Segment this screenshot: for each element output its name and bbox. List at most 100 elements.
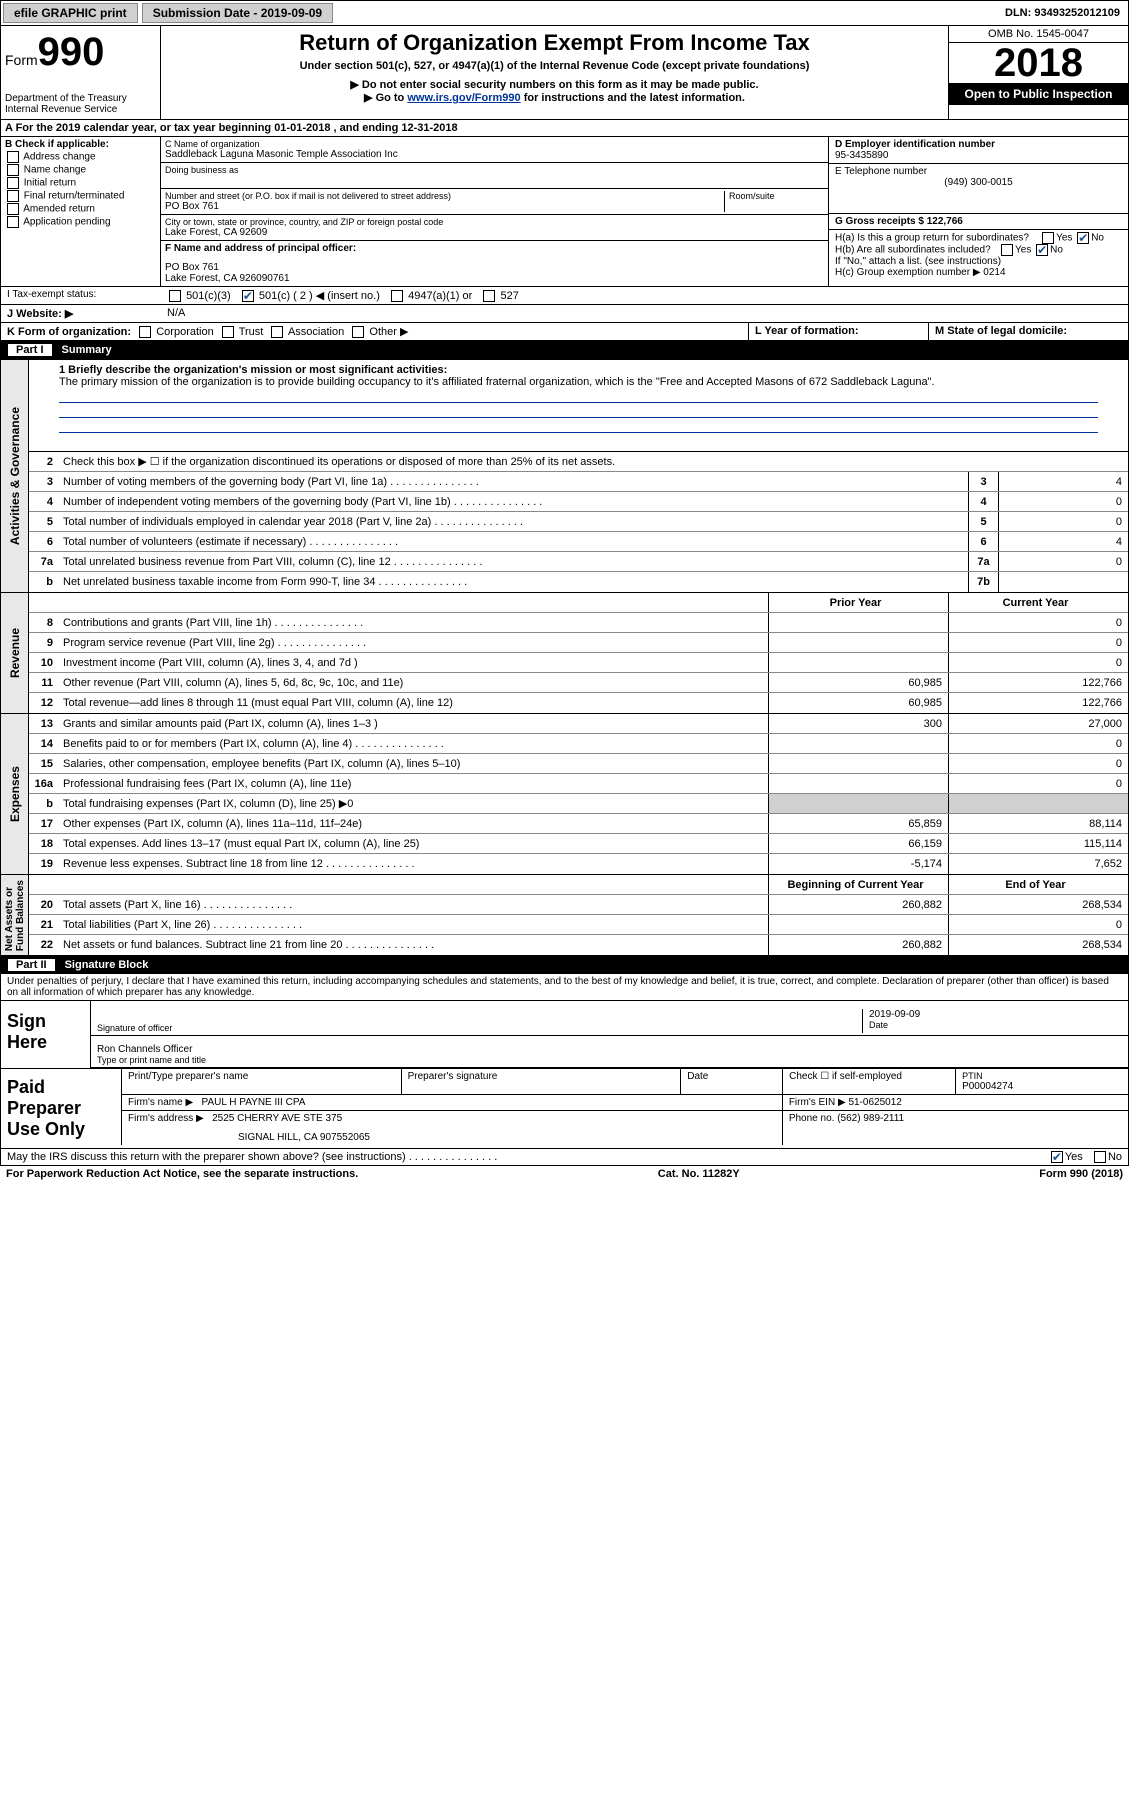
- vtab-revenue: Revenue: [8, 628, 22, 678]
- revenue-section: Revenue Prior YearCurrent Year 8Contribu…: [0, 593, 1129, 714]
- part-2-header: Part II Signature Block: [0, 956, 1129, 974]
- line-16a: Professional fundraising fees (Part IX, …: [59, 776, 768, 792]
- row-k-form-org: K Form of organization: Corporation Trus…: [0, 323, 1129, 341]
- prep-self-employed: Check ☐ if self-employed: [782, 1069, 955, 1094]
- chk-final-return[interactable]: Final return/terminated: [5, 190, 156, 202]
- irs-discuss-answer: Yes No: [1049, 1151, 1122, 1163]
- line-20: Total assets (Part X, line 16): [59, 897, 768, 913]
- form-subtitle: Under section 501(c), 527, or 4947(a)(1)…: [169, 60, 940, 72]
- line-2: Check this box ▶ ☐ if the organization d…: [59, 453, 1128, 470]
- e-phone-label: E Telephone number: [835, 166, 1122, 177]
- line-3: Number of voting members of the governin…: [59, 474, 968, 490]
- mission-label: 1 Briefly describe the organization's mi…: [59, 364, 1098, 376]
- dept-label: Department of the Treasury Internal Reve…: [5, 93, 156, 115]
- line-22: Net assets or fund balances. Subtract li…: [59, 937, 768, 953]
- tax-year: 2018: [949, 43, 1128, 83]
- sig-date-value: 2019-09-09: [869, 1009, 1122, 1020]
- open-public-badge: Open to Public Inspection: [949, 83, 1128, 105]
- hb-subordinates: H(b) Are all subordinates included? Yes …: [835, 244, 1122, 256]
- officer-name: Ron Channels Officer: [97, 1044, 1122, 1055]
- firm-ein: 51-0625012: [848, 1097, 901, 1108]
- vtab-net-assets: Net Assets or Fund Balances: [4, 880, 26, 951]
- firm-addr2: SIGNAL HILL, CA 907552065: [128, 1132, 776, 1143]
- net-assets-section: Net Assets or Fund Balances Beginning of…: [0, 875, 1129, 956]
- line-19: Revenue less expenses. Subtract line 18 …: [59, 856, 768, 872]
- form-title: Return of Organization Exempt From Incom…: [169, 30, 940, 56]
- prep-date-header: Date: [680, 1069, 782, 1094]
- firm-name: PAUL H PAYNE III CPA: [202, 1097, 306, 1108]
- room-label: Room/suite: [729, 191, 824, 201]
- chk-initial-return[interactable]: Initial return: [5, 177, 156, 189]
- officer-address: PO Box 761 Lake Forest, CA 926090761: [165, 262, 824, 284]
- website-value: N/A: [161, 305, 191, 322]
- line-9: Program service revenue (Part VIII, line…: [59, 635, 768, 651]
- ein-value: 95-3435890: [835, 150, 1122, 161]
- sig-officer-label: Signature of officer: [97, 1023, 862, 1033]
- form-version: Form 990 (2018): [1039, 1168, 1123, 1180]
- chk-name-change[interactable]: Name change: [5, 164, 156, 176]
- paperwork-notice: For Paperwork Reduction Act Notice, see …: [6, 1168, 358, 1180]
- ptin-value: P00004274: [962, 1081, 1122, 1092]
- m-state-domicile: M State of legal domicile:: [928, 323, 1128, 340]
- line-6: Total number of volunteers (estimate if …: [59, 534, 968, 550]
- firm-phone: (562) 989-2111: [837, 1113, 904, 1124]
- prep-name-header: Print/Type preparer's name: [121, 1069, 401, 1094]
- row-j-website: J Website: ▶ N/A: [0, 305, 1129, 323]
- prior-year-header: Prior Year: [768, 593, 948, 612]
- line-11: Other revenue (Part VIII, column (A), li…: [59, 675, 768, 691]
- instructions-link-row: ▶ Go to www.irs.gov/Form990 for instruct…: [169, 91, 940, 104]
- line-5: Total number of individuals employed in …: [59, 514, 968, 530]
- org-name: Saddleback Laguna Masonic Temple Associa…: [165, 149, 824, 160]
- current-year-header: Current Year: [948, 593, 1128, 612]
- line-7a: Total unrelated business revenue from Pa…: [59, 554, 968, 570]
- city-label: City or town, state or province, country…: [165, 217, 824, 227]
- line-15: Salaries, other compensation, employee b…: [59, 756, 768, 772]
- form-header: Form990 Department of the Treasury Inter…: [0, 26, 1129, 120]
- line-4: Number of independent voting members of …: [59, 494, 968, 510]
- end-year-header: End of Year: [948, 875, 1128, 894]
- beg-year-header: Beginning of Current Year: [768, 875, 948, 894]
- g-gross-receipts: G Gross receipts $ 122,766: [835, 216, 1122, 227]
- line-8: Contributions and grants (Part VIII, lin…: [59, 615, 768, 631]
- irs-discuss-question: May the IRS discuss this return with the…: [7, 1151, 497, 1163]
- sig-date-label: Date: [869, 1020, 1122, 1030]
- form-number: Form990: [5, 30, 156, 75]
- submission-date-button[interactable]: Submission Date - 2019-09-09: [142, 3, 333, 23]
- ssn-warning: ▶ Do not enter social security numbers o…: [169, 78, 940, 91]
- line-12: Total revenue—add lines 8 through 11 (mu…: [59, 695, 768, 711]
- b-label: B Check if applicable:: [5, 139, 156, 150]
- hc-group-exemption: H(c) Group exemption number ▶ 0214: [835, 267, 1122, 278]
- signature-block: Under penalties of perjury, I declare th…: [0, 974, 1129, 1166]
- line-14: Benefits paid to or for members (Part IX…: [59, 736, 768, 752]
- c-name-label: C Name of organization: [165, 139, 824, 149]
- expenses-section: Expenses 13Grants and similar amounts pa…: [0, 714, 1129, 875]
- form990-link[interactable]: www.irs.gov/Form990: [407, 92, 520, 104]
- ptin-label: PTIN: [962, 1071, 1122, 1081]
- line-17: Other expenses (Part IX, column (A), lin…: [59, 816, 768, 832]
- line-13: Grants and similar amounts paid (Part IX…: [59, 716, 768, 732]
- dln-label: DLN: 93493252012109: [997, 7, 1128, 19]
- governance-section: Activities & Governance 1 Briefly descri…: [0, 359, 1129, 593]
- vtab-expenses: Expenses: [8, 766, 22, 822]
- firm-addr1: 2525 CHERRY AVE STE 375: [212, 1113, 342, 1124]
- l-year-formation: L Year of formation:: [748, 323, 928, 340]
- dba-label: Doing business as: [165, 165, 824, 175]
- d-ein-label: D Employer identification number: [835, 139, 1122, 150]
- efile-print-button[interactable]: efile GRAPHIC print: [3, 3, 138, 23]
- ha-group-return: H(a) Is this a group return for subordin…: [835, 232, 1122, 244]
- chk-amended[interactable]: Amended return: [5, 203, 156, 215]
- phone-value: (949) 300-0015: [835, 177, 1122, 188]
- chk-app-pending[interactable]: Application pending: [5, 216, 156, 228]
- vtab-governance: Activities & Governance: [8, 407, 22, 545]
- line-7b: Net unrelated business taxable income fr…: [59, 574, 968, 590]
- paid-preparer-label: Paid Preparer Use Only: [1, 1069, 121, 1148]
- f-label: F Name and address of principal officer:: [165, 243, 824, 254]
- addr-label: Number and street (or P.O. box if mail i…: [165, 191, 724, 201]
- line-18: Total expenses. Add lines 13–17 (must eq…: [59, 836, 768, 852]
- chk-address-change[interactable]: Address change: [5, 151, 156, 163]
- row-a-tax-year: A For the 2019 calendar year, or tax yea…: [0, 120, 1129, 137]
- mission-text: The primary mission of the organization …: [59, 376, 1098, 388]
- hb-note: If "No," attach a list. (see instruction…: [835, 256, 1122, 267]
- prep-sig-header: Preparer's signature: [401, 1069, 681, 1094]
- part-1-header: Part I Summary: [0, 341, 1129, 359]
